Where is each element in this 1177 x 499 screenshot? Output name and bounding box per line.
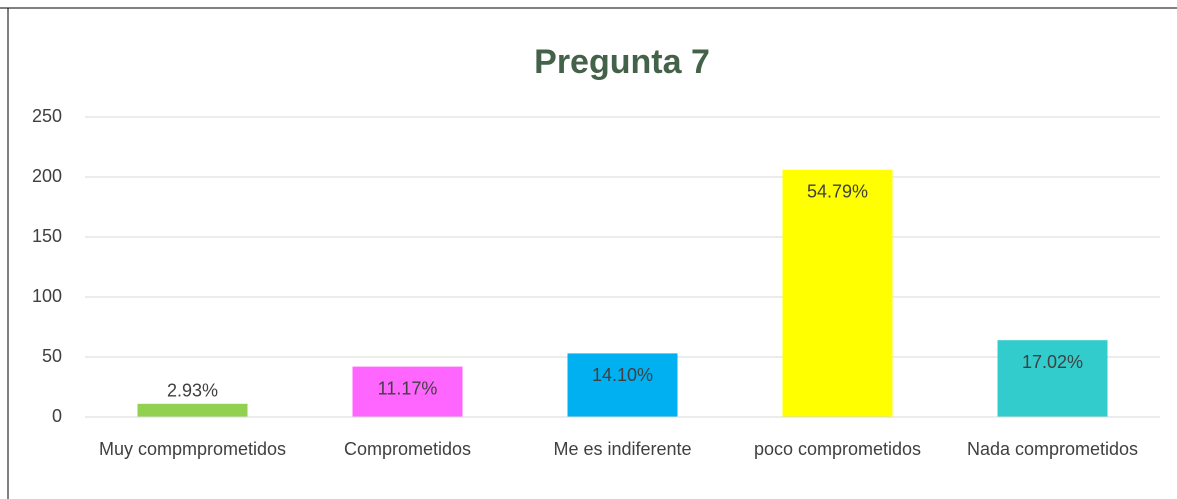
bar [137,403,248,417]
x-tick-label: Me es indiferente [553,439,691,459]
bar [567,353,678,417]
chart-title: Pregunta 7 [534,43,710,81]
x-tick-label: Muy compmprometidos [99,439,286,459]
data-label: 14.10% [592,365,653,385]
y-tick-label: 200 [32,166,62,186]
data-label: 17.02% [1022,352,1083,372]
data-label: 2.93% [167,381,218,401]
bar [997,340,1108,417]
bar [352,366,463,417]
bar [782,169,893,417]
x-tick-label: poco comprometidos [754,439,921,459]
x-tick-label: Comprometidos [344,439,471,459]
y-tick-label: 150 [32,226,62,246]
data-label: 54.79% [807,182,868,202]
data-label: 11.17% [378,378,438,398]
y-tick-label: 100 [32,286,62,306]
x-tick-label: Nada comprometidos [967,439,1138,459]
y-tick-label: 0 [52,406,62,426]
y-tick-label: 50 [42,346,62,366]
y-tick-label: 250 [32,106,62,126]
